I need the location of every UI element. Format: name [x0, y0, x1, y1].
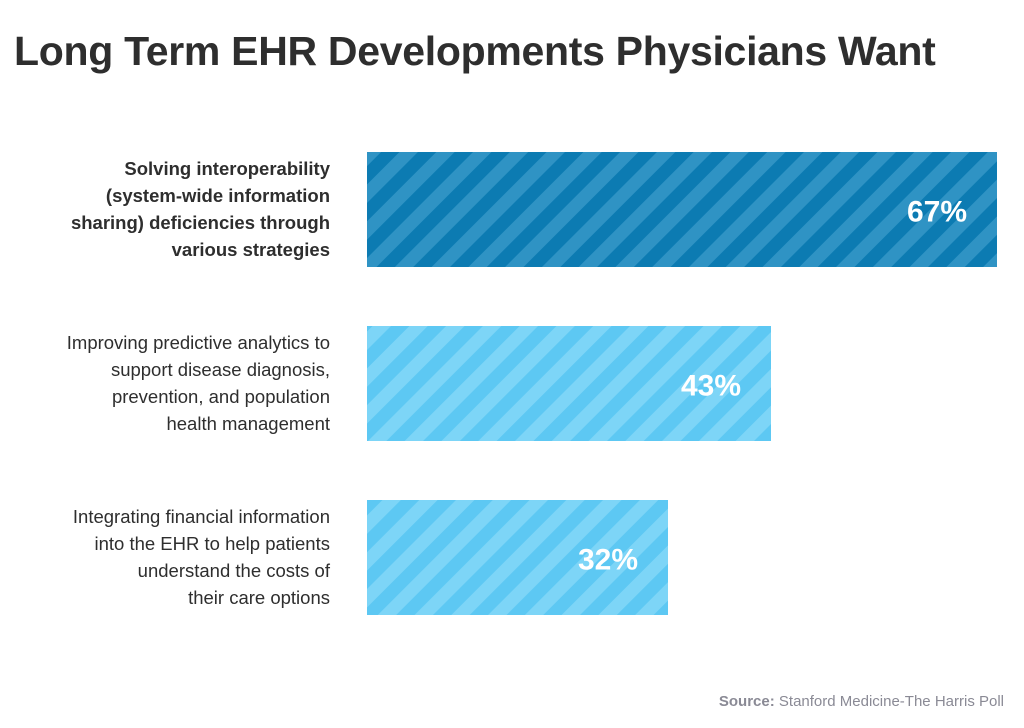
source-note: Source: Stanford Medicine-The Harris Pol… — [719, 693, 1004, 710]
bar-value-label-2: 43% — [681, 370, 741, 403]
category-label-line: support disease diagnosis, — [111, 359, 330, 380]
source-text: Stanford Medicine-The Harris Poll — [778, 693, 1004, 710]
source-label: Source: — [718, 693, 775, 710]
category-label-line: (system-wide information — [106, 185, 330, 206]
category-label-line: Improving predictive analytics to — [67, 332, 330, 353]
bars-layer: 67% Solving interoperability (system-wide … — [67, 152, 997, 615]
bar-value-label-3: 32% — [578, 544, 638, 577]
category-label-line: prevention, and population — [112, 386, 330, 407]
category-label-line: into the EHR to help patients — [94, 533, 330, 554]
category-label-line: sharing) deficiencies through — [71, 212, 330, 233]
category-label-line: various strategies — [172, 239, 330, 260]
bar-3 — [367, 500, 668, 615]
chart-title: Long Term EHR Developments Physicians Wa… — [14, 28, 936, 74]
category-label-line: Integrating financial information — [73, 506, 330, 527]
category-label-line: understand the costs of — [138, 560, 331, 581]
category-label-3: Integrating financial information into th… — [73, 506, 331, 608]
category-label-line: health management — [166, 413, 330, 434]
category-label-1: Solving interoperability (system-wide inf… — [71, 158, 331, 260]
category-label-2: Improving predictive analytics to support… — [67, 332, 330, 434]
bar-2 — [367, 326, 771, 441]
category-label-line: Solving interoperability — [124, 158, 330, 179]
category-label-line: their care options — [188, 587, 330, 608]
bar-1 — [367, 152, 997, 267]
bar-value-label-1: 67% — [907, 196, 967, 229]
